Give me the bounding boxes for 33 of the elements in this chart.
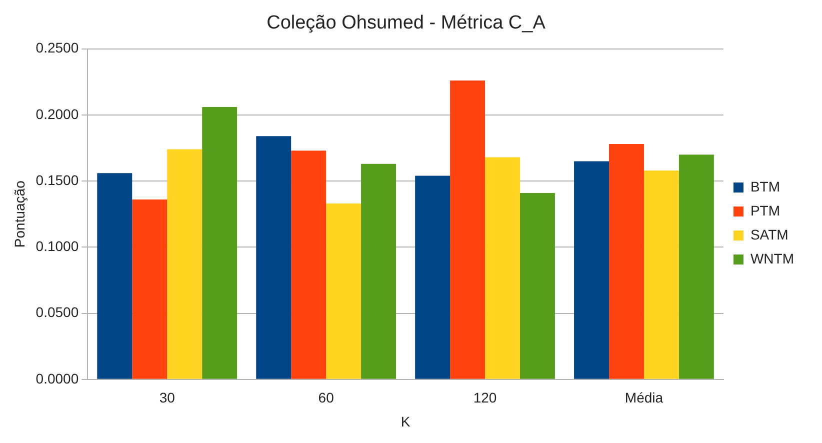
x-axis-title: K: [400, 413, 411, 430]
x-tick-label: Média: [624, 390, 664, 406]
bar: [167, 149, 202, 379]
legend-label: WNTM: [750, 250, 794, 266]
y-tick-label: 0.2500: [36, 40, 79, 56]
y-tick-label: 0.0000: [36, 370, 79, 386]
x-tick-label: 120: [473, 390, 497, 406]
bar: [202, 106, 238, 379]
x-tick-label: 60: [318, 390, 334, 406]
bar: [326, 204, 362, 379]
legend-label: BTM: [750, 178, 780, 194]
legend-label: SATM: [750, 226, 788, 242]
bar: [256, 136, 292, 379]
bar: [644, 170, 679, 379]
bar: [415, 176, 450, 379]
bar: [574, 161, 610, 379]
y-tick-label: 0.1000: [36, 238, 79, 254]
bar: [678, 154, 714, 379]
bar: [520, 192, 555, 379]
y-tick-label: 0.1500: [36, 172, 79, 188]
bar: [485, 157, 520, 379]
bar: [361, 164, 396, 379]
bar: [97, 173, 132, 379]
y-axis-title: Pontuação: [11, 180, 28, 248]
bar: [291, 150, 326, 379]
bar: [609, 144, 644, 379]
bar: [132, 200, 168, 379]
y-tick-label: 0.2000: [36, 106, 79, 122]
legend-label: PTM: [750, 202, 780, 218]
bar: [450, 80, 486, 379]
y-tick-label: 0.0500: [36, 304, 79, 320]
x-tick-label: 30: [159, 390, 176, 406]
chart-title: Coleção Ohsumed - Métrica C_A: [266, 12, 546, 34]
